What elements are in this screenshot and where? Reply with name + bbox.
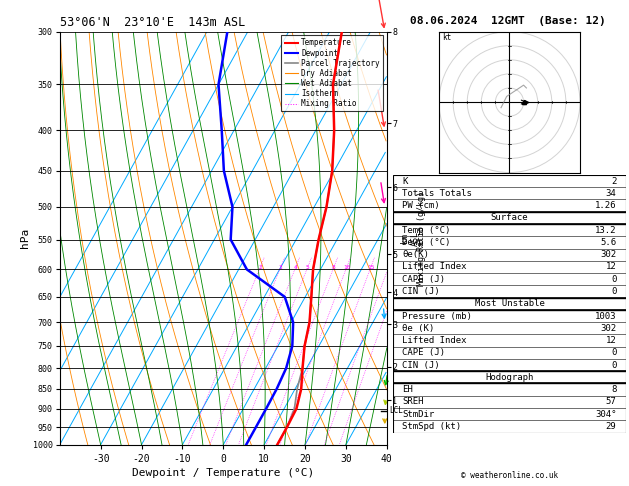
Text: 304°: 304° [595, 410, 616, 418]
Text: 10: 10 [343, 264, 350, 270]
Text: 12: 12 [606, 262, 616, 272]
Text: 2: 2 [259, 264, 262, 270]
Text: Lifted Index: Lifted Index [403, 336, 467, 345]
Text: K: K [403, 176, 408, 186]
Text: EH: EH [403, 385, 413, 394]
Text: 0: 0 [611, 287, 616, 296]
Text: 302: 302 [601, 324, 616, 333]
Text: 8: 8 [611, 385, 616, 394]
Text: 1.26: 1.26 [595, 201, 616, 210]
Y-axis label: hPa: hPa [20, 228, 30, 248]
Text: 29: 29 [606, 422, 616, 431]
Text: 0: 0 [611, 348, 616, 357]
Text: 5.6: 5.6 [601, 238, 616, 247]
Text: CIN (J): CIN (J) [403, 287, 440, 296]
Text: 0: 0 [611, 275, 616, 284]
Text: StmSpd (kt): StmSpd (kt) [403, 422, 462, 431]
Text: Hodograph: Hodograph [486, 373, 533, 382]
Text: 12: 12 [606, 336, 616, 345]
Text: Lifted Index: Lifted Index [403, 262, 467, 272]
Text: 5: 5 [306, 264, 309, 270]
Text: 34: 34 [606, 189, 616, 198]
Text: SREH: SREH [403, 398, 424, 406]
Text: θe (K): θe (K) [403, 324, 435, 333]
Text: 57: 57 [606, 398, 616, 406]
Text: CAPE (J): CAPE (J) [403, 348, 445, 357]
Text: 0: 0 [611, 361, 616, 369]
Text: 2: 2 [611, 176, 616, 186]
Text: StmDir: StmDir [403, 410, 435, 418]
Text: Most Unstable: Most Unstable [474, 299, 545, 308]
Text: CAPE (J): CAPE (J) [403, 275, 445, 284]
Text: 08.06.2024  12GMT  (Base: 12): 08.06.2024 12GMT (Base: 12) [410, 16, 606, 26]
Text: Totals Totals: Totals Totals [403, 189, 472, 198]
Text: Pressure (mb): Pressure (mb) [403, 312, 472, 320]
Text: 3: 3 [279, 264, 282, 270]
Text: PW (cm): PW (cm) [403, 201, 440, 210]
X-axis label: Dewpoint / Temperature (°C): Dewpoint / Temperature (°C) [132, 468, 314, 478]
Legend: Temperature, Dewpoint, Parcel Trajectory, Dry Adiabat, Wet Adiabat, Isotherm, Mi: Temperature, Dewpoint, Parcel Trajectory… [281, 35, 383, 111]
Text: Dewp (°C): Dewp (°C) [403, 238, 451, 247]
Text: 53°06'N  23°10'E  143m ASL: 53°06'N 23°10'E 143m ASL [60, 16, 245, 29]
Text: Temp (°C): Temp (°C) [403, 226, 451, 235]
Text: θe(K): θe(K) [403, 250, 430, 259]
Text: 8: 8 [332, 264, 336, 270]
Text: © weatheronline.co.uk: © weatheronline.co.uk [461, 471, 558, 480]
Text: 1003: 1003 [595, 312, 616, 320]
Text: LCL: LCL [389, 406, 403, 416]
Text: Mixing Ratio (g/kg): Mixing Ratio (g/kg) [417, 191, 426, 286]
Text: kt: kt [442, 33, 451, 42]
Text: 13.2: 13.2 [595, 226, 616, 235]
Text: 4: 4 [294, 264, 298, 270]
Text: Surface: Surface [491, 213, 528, 223]
Y-axis label: km
ASL: km ASL [400, 231, 420, 245]
Text: CIN (J): CIN (J) [403, 361, 440, 369]
Text: 302: 302 [601, 250, 616, 259]
Text: 15: 15 [367, 264, 375, 270]
